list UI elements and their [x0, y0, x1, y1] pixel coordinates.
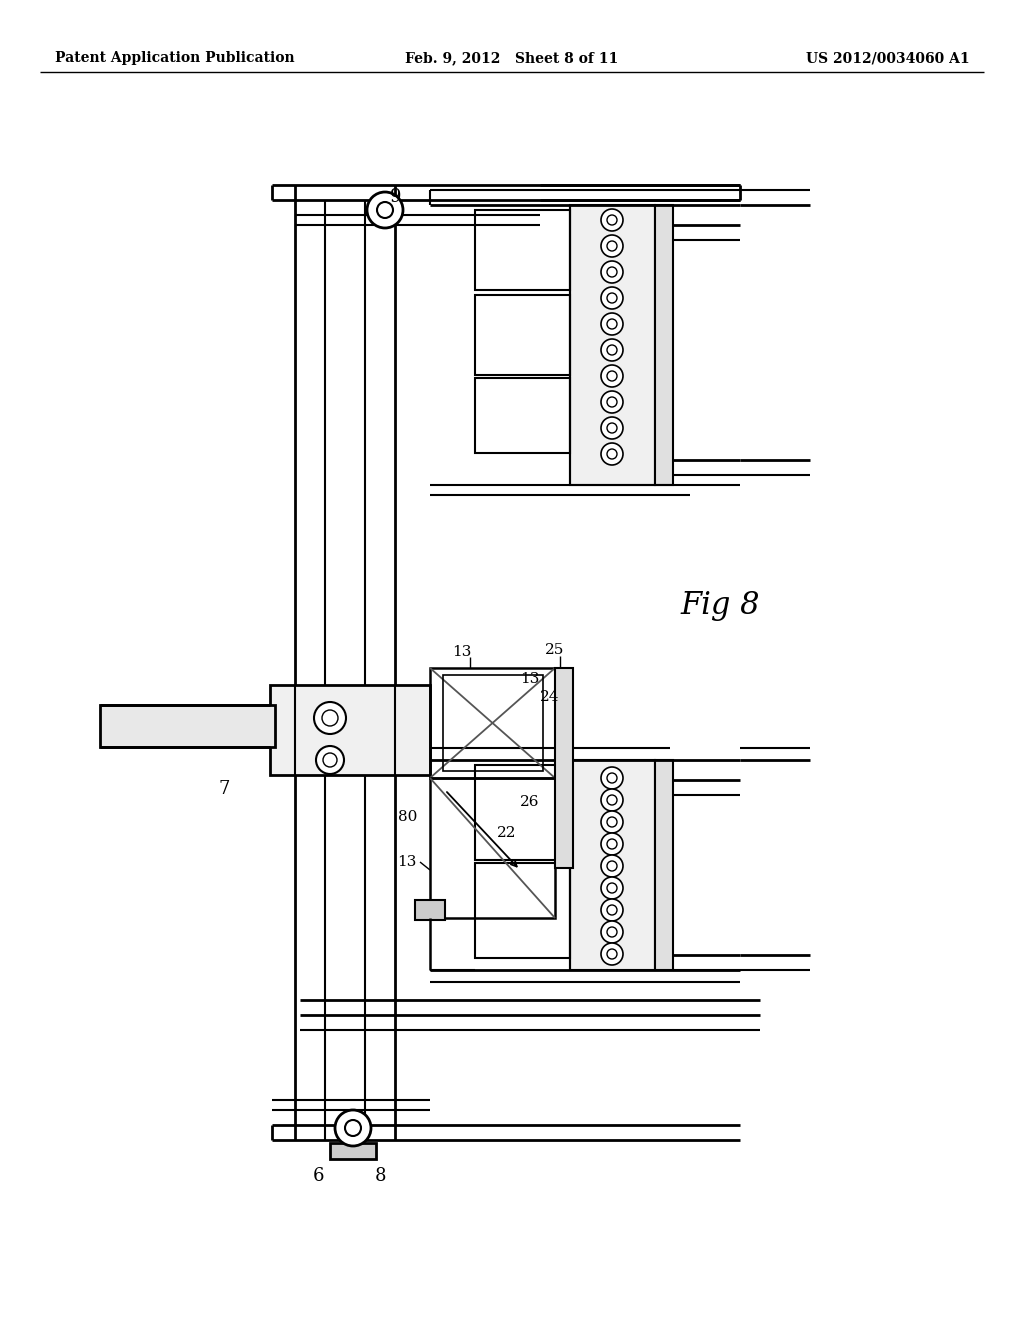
Bar: [570, 205, 655, 484]
Circle shape: [601, 810, 623, 833]
Circle shape: [601, 391, 623, 413]
Circle shape: [601, 417, 623, 440]
Circle shape: [601, 876, 623, 899]
Bar: [570, 760, 655, 970]
Bar: [415, 900, 445, 920]
Circle shape: [607, 449, 617, 459]
Circle shape: [607, 293, 617, 304]
Circle shape: [601, 444, 623, 465]
Text: 80: 80: [398, 810, 418, 824]
Bar: [330, 1143, 376, 1159]
Circle shape: [601, 921, 623, 942]
Circle shape: [377, 202, 393, 218]
Text: 13: 13: [520, 672, 540, 686]
Bar: [475, 294, 570, 375]
Bar: [443, 675, 543, 771]
Circle shape: [345, 1119, 361, 1137]
Bar: [475, 378, 570, 453]
Circle shape: [607, 817, 617, 828]
Circle shape: [601, 286, 623, 309]
Circle shape: [607, 345, 617, 355]
Text: 25: 25: [545, 643, 564, 657]
Bar: [555, 668, 573, 869]
Text: US 2012/0034060 A1: US 2012/0034060 A1: [806, 51, 970, 65]
Bar: [270, 685, 430, 775]
Circle shape: [314, 702, 346, 734]
Text: 24: 24: [540, 690, 559, 704]
Circle shape: [323, 752, 337, 767]
Text: 9: 9: [390, 187, 401, 206]
Circle shape: [607, 861, 617, 871]
Circle shape: [601, 833, 623, 855]
Circle shape: [607, 840, 617, 849]
Text: 8: 8: [374, 1167, 386, 1185]
Circle shape: [607, 319, 617, 329]
Bar: [655, 760, 673, 970]
Circle shape: [601, 235, 623, 257]
Circle shape: [601, 855, 623, 876]
Text: 26: 26: [520, 795, 540, 809]
Bar: [430, 777, 555, 917]
Text: 22: 22: [497, 826, 516, 840]
Circle shape: [607, 949, 617, 960]
Circle shape: [601, 767, 623, 789]
Circle shape: [607, 774, 617, 783]
Bar: [655, 205, 673, 484]
Circle shape: [601, 339, 623, 360]
Text: Patent Application Publication: Patent Application Publication: [55, 51, 295, 65]
Circle shape: [601, 366, 623, 387]
Circle shape: [322, 710, 338, 726]
Circle shape: [316, 746, 344, 774]
Circle shape: [601, 261, 623, 282]
Circle shape: [607, 397, 617, 407]
Bar: [475, 210, 570, 290]
Bar: [475, 863, 570, 958]
Circle shape: [601, 899, 623, 921]
Circle shape: [601, 209, 623, 231]
Circle shape: [607, 267, 617, 277]
Circle shape: [607, 242, 617, 251]
Text: Feb. 9, 2012   Sheet 8 of 11: Feb. 9, 2012 Sheet 8 of 11: [406, 51, 618, 65]
Circle shape: [335, 1110, 371, 1146]
Text: Fig 8: Fig 8: [680, 590, 760, 620]
Circle shape: [607, 927, 617, 937]
Circle shape: [607, 422, 617, 433]
Circle shape: [607, 906, 617, 915]
Circle shape: [607, 215, 617, 224]
Bar: [475, 766, 570, 861]
Bar: [430, 668, 555, 777]
Circle shape: [607, 795, 617, 805]
Text: 13: 13: [397, 855, 417, 869]
Circle shape: [607, 371, 617, 381]
Circle shape: [601, 313, 623, 335]
Circle shape: [367, 191, 403, 228]
Circle shape: [601, 789, 623, 810]
Circle shape: [601, 942, 623, 965]
Bar: [100, 705, 275, 747]
Text: 13: 13: [452, 645, 471, 659]
Text: 7: 7: [218, 780, 229, 799]
Circle shape: [607, 883, 617, 894]
Text: 6: 6: [312, 1167, 324, 1185]
